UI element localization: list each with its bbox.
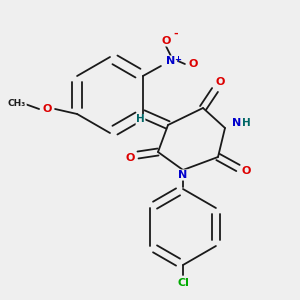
Text: O: O xyxy=(42,104,52,114)
Text: O: O xyxy=(125,153,135,163)
Text: -: - xyxy=(174,29,178,39)
Text: N: N xyxy=(232,118,242,128)
Text: CH₃: CH₃ xyxy=(8,100,26,109)
Text: N: N xyxy=(178,170,188,180)
Text: O: O xyxy=(241,166,251,176)
Text: H: H xyxy=(136,115,145,124)
Text: +: + xyxy=(174,55,182,64)
Text: O: O xyxy=(161,36,171,46)
Text: O: O xyxy=(188,59,198,69)
Text: O: O xyxy=(215,77,225,87)
Text: Cl: Cl xyxy=(177,278,189,288)
Text: N: N xyxy=(166,56,176,66)
Text: H: H xyxy=(242,118,250,128)
